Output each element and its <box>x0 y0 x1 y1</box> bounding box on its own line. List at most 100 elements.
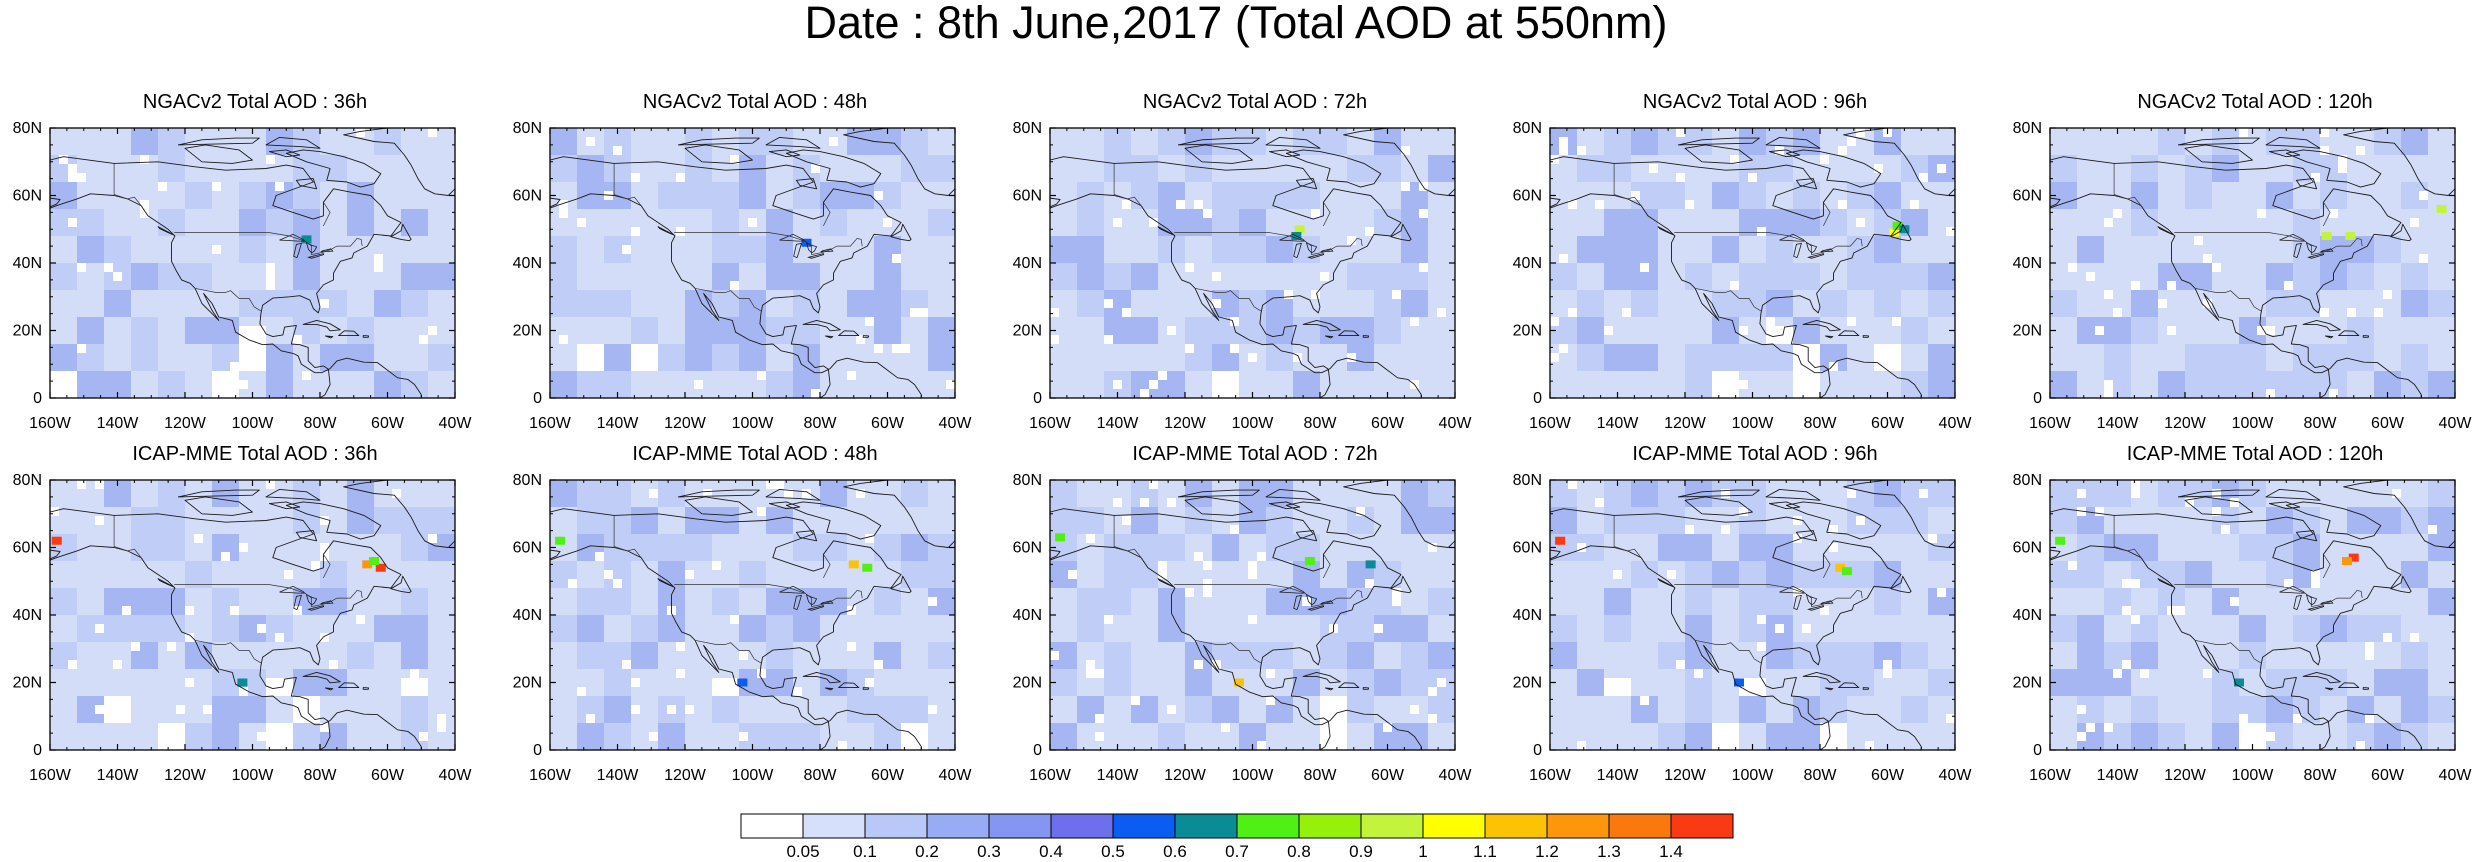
coastline <box>824 687 834 691</box>
panel-title: ICAP-MME Total AOD : 72h <box>1132 443 1378 465</box>
coastline <box>285 501 382 540</box>
coastline <box>1050 508 1422 750</box>
lon-tick-label: 140W <box>2097 767 2140 784</box>
border-line <box>1323 202 1331 227</box>
lat-tick-label: 20N <box>2013 675 2042 692</box>
lake-outline <box>1320 600 1334 605</box>
aod-hotspot <box>555 536 566 545</box>
map-panel-ngac-96: NGACv2 Total AOD : 96h 80N 60N 40N 20N 0 160W 1… <box>1500 88 1973 432</box>
coastline <box>1324 687 1334 691</box>
lake-outline <box>805 242 818 254</box>
coastline <box>157 226 174 236</box>
map-panel-ngac-36: NGACv2 Total AOD : 36h 80N 60N 40N 20N 0 160W 1… <box>0 88 473 432</box>
aod-hotspot <box>2436 205 2447 213</box>
lat-tick-label: 60N <box>2013 188 2042 205</box>
map-panel-icap-120: ICAP-MME Total AOD : 120h 80N 60N 40N 20N 0 16… <box>2000 440 2472 784</box>
coastline <box>1843 480 1955 548</box>
lon-tick-label: 40W <box>1439 767 1473 784</box>
border-line <box>1784 325 1794 328</box>
aod-hotspot <box>375 563 386 572</box>
lat-tick-label: 80N <box>13 472 42 489</box>
coastline <box>2050 156 2422 398</box>
lake-outline <box>307 605 325 611</box>
border-line <box>113 163 142 206</box>
border-line <box>1174 232 1363 256</box>
lon-tick-label: 60W <box>1371 415 1405 432</box>
coastline <box>1265 136 1321 149</box>
border-line <box>1674 232 1863 256</box>
lon-tick-label: 40W <box>2439 767 2472 784</box>
lake-outline <box>805 594 818 606</box>
border-line <box>194 639 262 664</box>
coastline <box>324 335 334 339</box>
coastline <box>2338 330 2360 337</box>
coastline <box>1824 687 1834 691</box>
panel-title: ICAP-MME Total AOD : 120h <box>2126 443 2384 465</box>
colorbar-swatch <box>864 813 928 839</box>
coastline <box>1677 489 1760 498</box>
lat-tick-label: 60N <box>1513 540 1542 557</box>
colorbar-swatch <box>1670 813 1734 839</box>
lake-outline <box>2293 242 2302 259</box>
colorbar-label: 1.4 <box>1659 842 1683 858</box>
coastline <box>1157 226 1174 236</box>
lon-tick-label: 100W <box>1732 767 1775 784</box>
lon-tick-label: 80W <box>804 415 838 432</box>
border-line <box>694 287 762 312</box>
lake-outline <box>2293 594 2302 611</box>
coastline <box>2362 335 2370 338</box>
colorbar-label: 1 <box>1418 842 1427 858</box>
border-line <box>1694 639 1762 664</box>
panel-title: NGACv2 Total AOD : 48h <box>642 91 868 113</box>
coastline <box>1890 223 1912 242</box>
lat-tick-label: 20N <box>513 323 542 340</box>
lat-tick-label: 80N <box>2013 120 2042 137</box>
coastline <box>1862 687 1870 690</box>
coastline <box>2390 575 2412 594</box>
coastline <box>1802 319 1841 332</box>
border-line <box>323 554 331 579</box>
border-line <box>1174 584 1363 608</box>
lat-tick-label: 20N <box>1013 323 1042 340</box>
border-line <box>1284 677 1294 680</box>
coastline <box>2265 136 2321 149</box>
border-line <box>674 584 863 608</box>
aod-hotspot <box>737 678 748 687</box>
map-plot: 80N 60N 40N 20N 0 160W 140W 120W 100W 80W 60W 40W <box>1013 472 1473 784</box>
border-line <box>1613 163 1642 206</box>
lake-outline <box>1307 605 1325 611</box>
coastline <box>390 575 412 594</box>
lake-outline <box>1820 600 1834 605</box>
coastline <box>2295 178 2318 190</box>
coastline <box>1765 488 1821 501</box>
coastline <box>177 489 260 498</box>
lon-tick-label: 100W <box>732 415 775 432</box>
coastline <box>768 149 801 158</box>
border-line <box>613 163 642 206</box>
lat-tick-label: 80N <box>1013 472 1042 489</box>
panel-title: NGACv2 Total AOD : 36h <box>142 91 368 113</box>
lon-tick-label: 160W <box>29 767 72 784</box>
coastline <box>1390 575 1412 594</box>
panel-title: ICAP-MME Total AOD : 96h <box>1632 443 1878 465</box>
map-plot: 80N 60N 40N 20N 0 160W 140W 120W 100W 80W 60W 40W <box>1013 120 1473 432</box>
colorbar-swatch <box>1112 813 1176 839</box>
map-panel-icap-72: ICAP-MME Total AOD : 72h 80N 60N 40N 20N 0 160… <box>1000 440 1473 784</box>
coastline <box>362 335 370 338</box>
coastline <box>1265 488 1321 501</box>
map-panel-ngac-72: NGACv2 Total AOD : 72h 80N 60N 40N 20N 0 160W 1… <box>1000 88 1473 432</box>
colorbar-label: 1.2 <box>1535 842 1559 858</box>
border-line <box>2113 515 2142 558</box>
lon-tick-label: 60W <box>1371 767 1405 784</box>
lat-tick-label: 0 <box>1533 390 1542 407</box>
lon-tick-label: 80W <box>1304 767 1338 784</box>
colorbar-label: 0.8 <box>1287 842 1311 858</box>
lake-outline <box>807 253 825 259</box>
lat-tick-label: 0 <box>2033 742 2042 759</box>
coastline <box>265 136 321 149</box>
lon-tick-label: 80W <box>304 415 338 432</box>
lon-tick-label: 160W <box>29 415 72 432</box>
border-line <box>2113 163 2142 206</box>
coastline <box>1890 575 1912 594</box>
colorbar-swatch <box>1484 813 1548 839</box>
